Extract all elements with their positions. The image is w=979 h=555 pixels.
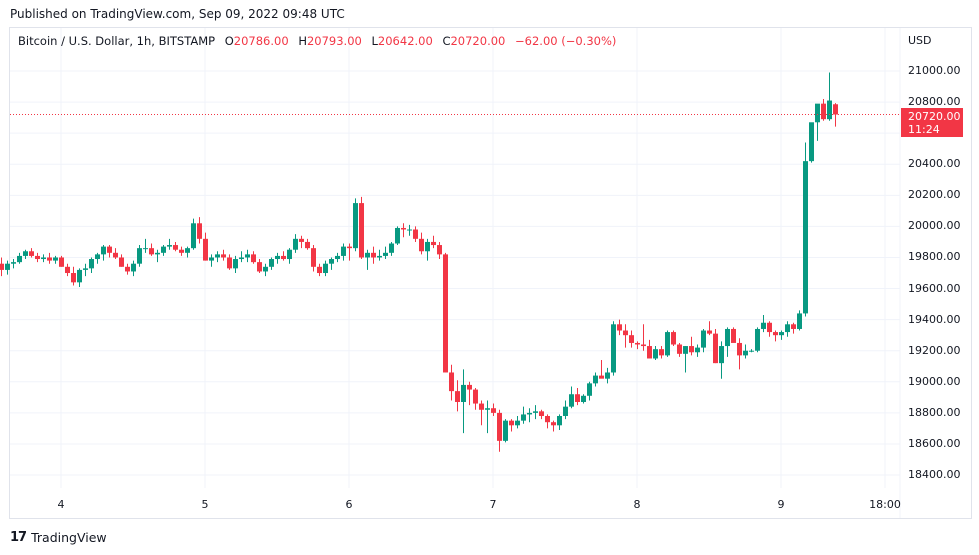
last-price-tag: 20720.00 11:24 <box>901 108 963 137</box>
close-label: C <box>442 34 451 48</box>
price-tick-label: 18400.00 <box>908 468 961 482</box>
price-tick-label: 20400.00 <box>908 157 961 171</box>
price-tick-label: 18800.00 <box>908 405 961 419</box>
price-tick-label: 19000.00 <box>908 374 961 388</box>
open-value: 20786.00 <box>233 34 289 48</box>
last-price-value: 20720.00 <box>908 110 961 123</box>
published-caption: Published on TradingView.com, Sep 09, 20… <box>10 7 345 21</box>
close-value: 20720.00 <box>450 34 506 48</box>
bar-countdown: 11:24 <box>908 123 940 136</box>
price-tick-label: 18600.00 <box>908 436 961 450</box>
time-tick-label: 9 <box>777 498 785 511</box>
time-tick-label: 6 <box>345 498 353 511</box>
time-tick-label: 8 <box>633 498 641 511</box>
high-value: 20793.00 <box>306 34 362 48</box>
brand-name: TradingView <box>31 530 107 545</box>
currency-label: USD <box>908 34 932 47</box>
time-tick-label: 4 <box>57 498 65 511</box>
price-tick-label: 19800.00 <box>908 250 961 264</box>
price-tick-label: 21000.00 <box>908 64 961 77</box>
symbol-legend: Bitcoin / U.S. Dollar, 1h, BITSTAMP O207… <box>18 34 616 48</box>
time-tick-label: 7 <box>489 498 497 511</box>
change-value: −62.00 (−0.30%) <box>515 34 617 48</box>
tradingview-footer[interactable]: 17 TradingView <box>10 530 107 545</box>
price-tick-label: 19400.00 <box>908 312 961 326</box>
price-tick-label: 20200.00 <box>908 188 961 202</box>
chart-frame[interactable] <box>9 27 972 519</box>
time-tick-label: 18:00 <box>869 498 901 511</box>
tradingview-logo-icon: 17 <box>10 530 27 545</box>
high-label: H <box>298 34 307 48</box>
time-tick-label: 5 <box>201 498 209 511</box>
low-value: 20642.00 <box>377 34 433 48</box>
symbol-name: Bitcoin / U.S. Dollar, 1h, BITSTAMP <box>18 34 216 48</box>
open-label: O <box>224 34 234 48</box>
price-tick-label: 20000.00 <box>908 219 961 233</box>
price-tick-label: 19600.00 <box>908 281 961 295</box>
low-label: L <box>371 34 378 48</box>
price-tick-label: 20800.00 <box>908 95 961 109</box>
price-tick-label: 19200.00 <box>908 343 961 357</box>
